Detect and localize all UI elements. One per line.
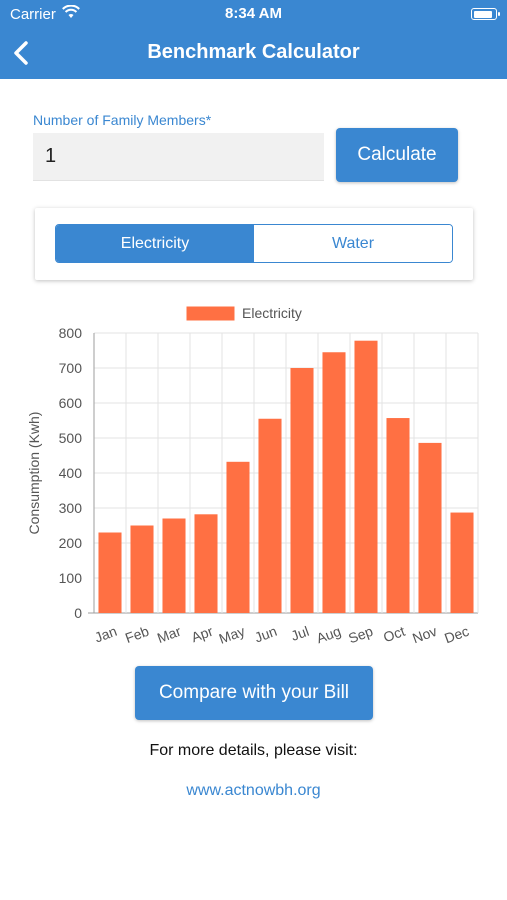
calculate-button[interactable]: Calculate [336, 128, 458, 182]
y-tick-label: 500 [59, 430, 83, 446]
chart-bars [98, 340, 474, 613]
x-tick-label: Jul [289, 623, 311, 644]
x-tick-label: Sep [346, 623, 375, 647]
bar-sep [354, 340, 378, 613]
bar-dec [450, 512, 474, 613]
status-bar: Carrier 8:34 AM [0, 0, 507, 28]
x-tick-label: Dec [442, 623, 471, 647]
bar-jan [98, 532, 122, 613]
x-tick-label: May [217, 623, 247, 647]
y-axis-ticks: 0 100 200 300 400 500 600 700 800 [59, 325, 83, 621]
segment-electricity[interactable]: Electricity [56, 225, 254, 262]
y-axis-title: Consumption (Kwh) [26, 412, 42, 535]
status-time: 8:34 AM [225, 5, 282, 22]
y-tick-label: 400 [59, 465, 83, 481]
x-tick-label: Jun [252, 623, 279, 646]
y-tick-label: 200 [59, 535, 83, 551]
x-axis-ticks: Jan Feb Mar Apr May Jun Jul Aug Sep Oct Nov Dec [92, 623, 471, 647]
consumption-bar-chart: Electricity 0 100 200 300 400 500 600 700 800 Ja… [26, 305, 479, 647]
x-tick-label: Aug [314, 623, 343, 647]
y-tick-label: 700 [59, 360, 83, 376]
bar-feb [130, 525, 154, 613]
utility-selector-card: Electricity Water [35, 208, 473, 280]
battery-icon [471, 8, 500, 20]
x-tick-label: Mar [155, 623, 183, 646]
family-members-input[interactable] [33, 133, 324, 181]
nav-bar: Benchmark Calculator [0, 28, 507, 79]
y-tick-label: 100 [59, 570, 83, 586]
bar-mar [162, 518, 186, 613]
y-tick-label: 800 [59, 325, 83, 341]
bar-aug [322, 352, 346, 613]
bar-oct [386, 418, 410, 613]
details-text: For more details, please visit: [149, 742, 358, 759]
bar-apr [194, 514, 218, 613]
back-chevron-icon[interactable] [8, 38, 36, 68]
segment-water[interactable]: Water [254, 225, 452, 262]
carrier-label: Carrier [10, 6, 56, 23]
x-tick-label: Nov [410, 623, 439, 647]
x-tick-label: Jan [92, 623, 119, 646]
bar-may [226, 461, 250, 613]
wifi-icon [62, 5, 80, 18]
page-title: Benchmark Calculator [147, 41, 360, 63]
legend-swatch [185, 305, 236, 322]
utility-segmented-control: Electricity Water [55, 224, 453, 263]
legend-label: Electricity [242, 305, 302, 321]
bar-nov [418, 442, 442, 613]
bar-jul [290, 368, 314, 613]
y-tick-label: 600 [59, 395, 83, 411]
chart-legend: Electricity [185, 305, 302, 322]
x-tick-label: Apr [189, 623, 215, 646]
x-tick-label: Oct [381, 623, 407, 646]
family-members-label: Number of Family Members* [33, 112, 212, 128]
website-link[interactable]: www.actnowbh.org [186, 782, 321, 799]
x-tick-label: Feb [123, 623, 151, 646]
bar-jun [258, 418, 282, 613]
compare-bill-button[interactable]: Compare with your Bill [135, 666, 373, 720]
chart-grid [88, 332, 479, 614]
y-tick-label: 300 [59, 500, 83, 516]
y-tick-label: 0 [74, 605, 82, 621]
